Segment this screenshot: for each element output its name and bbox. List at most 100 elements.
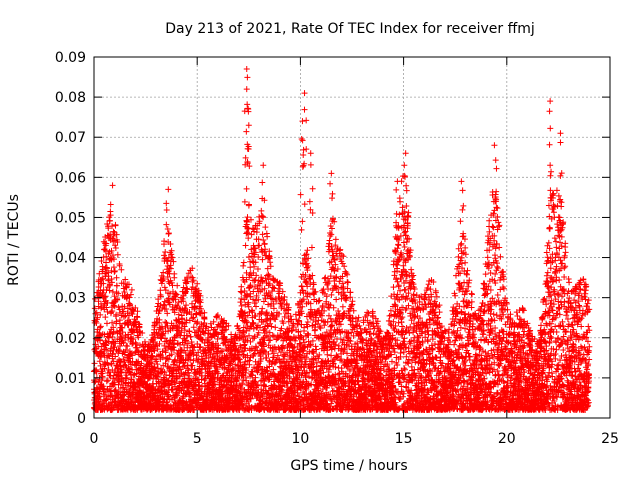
data-point [123, 372, 130, 379]
data-point [101, 365, 108, 372]
data-point [344, 279, 351, 286]
data-point [105, 225, 112, 232]
data-point [118, 266, 125, 273]
data-point [103, 396, 110, 403]
data-point [128, 376, 135, 383]
data-point [240, 262, 247, 269]
data-point [113, 311, 120, 318]
data-point [102, 247, 109, 254]
data-point [242, 242, 249, 249]
data-point [97, 353, 104, 360]
data-point [253, 303, 260, 310]
data-point [116, 359, 123, 366]
data-point [115, 290, 122, 297]
data-point [119, 329, 126, 336]
data-point [112, 222, 119, 229]
data-point [103, 320, 110, 327]
data-point [130, 336, 137, 343]
data-point [113, 282, 120, 289]
data-point [115, 388, 122, 395]
data-point [116, 262, 123, 269]
data-point [133, 340, 140, 347]
data-point [162, 249, 169, 256]
data-point [111, 293, 118, 300]
data-point [98, 276, 105, 283]
data-point [103, 240, 110, 247]
data-point [183, 302, 190, 309]
data-point [120, 308, 127, 315]
data-point [106, 353, 113, 360]
data-point [97, 324, 104, 331]
data-point [117, 369, 124, 376]
data-point [108, 247, 115, 254]
data-point [110, 329, 117, 336]
data-point [93, 309, 100, 316]
data-point [126, 294, 133, 301]
data-point [108, 309, 115, 316]
data-point [335, 384, 342, 391]
data-point [128, 361, 135, 368]
data-point [91, 305, 98, 312]
data-point [96, 401, 103, 408]
data-point [116, 317, 123, 324]
data-point [101, 331, 108, 338]
data-point [128, 286, 135, 293]
data-point [130, 372, 137, 379]
data-point [265, 301, 272, 308]
data-point [272, 324, 279, 331]
data-point [91, 295, 98, 302]
data-point [102, 314, 109, 321]
data-point [96, 393, 103, 400]
data-point [165, 230, 172, 237]
data-point [161, 284, 168, 291]
data-point [160, 269, 167, 276]
data-point [111, 256, 118, 263]
data-point [328, 291, 335, 298]
data-point [100, 383, 107, 390]
data-point [113, 274, 120, 281]
data-point [101, 246, 108, 253]
data-point [261, 240, 268, 247]
data-point [111, 268, 118, 275]
data-point [123, 295, 130, 302]
data-point [92, 378, 99, 385]
data-point [112, 340, 119, 347]
data-point [98, 257, 105, 264]
data-point [124, 374, 131, 381]
data-point [316, 297, 323, 304]
data-point [120, 384, 127, 391]
data-point [265, 271, 272, 278]
data-point [325, 285, 332, 292]
data-point [103, 265, 110, 272]
data-point [127, 301, 134, 308]
data-point [103, 259, 110, 266]
data-point [127, 291, 134, 298]
data-point [171, 270, 178, 277]
data-point [238, 295, 245, 302]
data-point [344, 278, 351, 285]
data-point [339, 303, 346, 310]
data-point [114, 296, 121, 303]
data-point [266, 280, 273, 287]
data-point [262, 224, 269, 231]
data-point [112, 353, 119, 360]
data-point [98, 349, 105, 356]
data-point [92, 310, 99, 317]
data-point [304, 247, 311, 254]
data-point [260, 214, 267, 221]
data-point [326, 237, 333, 244]
data-point [112, 242, 119, 249]
data-point [260, 237, 267, 244]
data-point [189, 274, 196, 281]
data-point [98, 354, 105, 361]
data-point [131, 383, 138, 390]
data-point [106, 217, 113, 224]
data-point [115, 346, 122, 353]
data-point [97, 396, 104, 403]
data-point [105, 352, 112, 359]
data-point [270, 366, 277, 373]
data-point [112, 386, 119, 393]
data-point [97, 323, 104, 330]
data-point [238, 302, 245, 309]
